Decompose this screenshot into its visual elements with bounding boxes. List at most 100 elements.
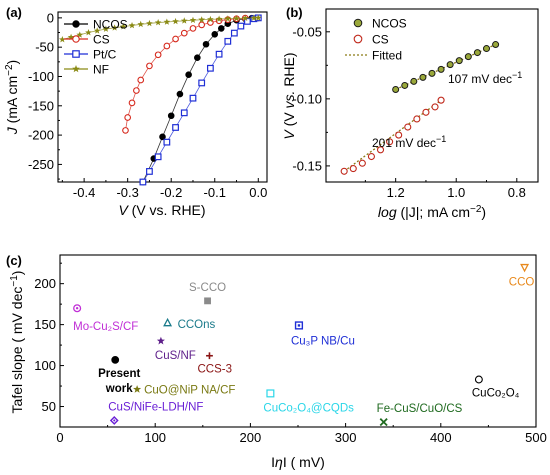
legend-marker-nf [72,65,80,73]
series-nf-point [207,15,214,23]
series-pt-c-point [189,94,197,102]
series-ncos-point [392,85,400,93]
series-cs-point [376,146,385,154]
series-nf-point [233,14,240,22]
series-cs-point [122,127,129,134]
series-pt-c-point [244,17,251,25]
series-ncos-point [446,61,454,69]
panel-a-x-tick-label: -0.3 [116,185,138,200]
series-nf-point [59,36,66,43]
point-mo-cu-s-cf [73,304,82,313]
panel-b-legend: NCOS CS Fitted [345,17,407,63]
panel-b-xlabel-unit: (|J|; mA cm [397,204,470,220]
panel-b-annotation-ncos-sup: −1 [512,70,522,80]
panel-b-annotation-cs-text: 201 mV dec [372,136,436,150]
series-ncos-point [437,65,445,73]
legend-marker-ncos [72,20,80,28]
panel-a-plot-area [57,11,268,183]
series-nf-point [102,25,110,32]
series-nf-point [93,27,101,34]
series-cs-point [163,42,171,50]
panel-b-x-tick-label: 1.0 [447,185,465,200]
legend-label-nf: NF [93,63,109,77]
series-cs-point [172,35,179,43]
series-cs-point [431,103,439,111]
point-cco [520,263,530,273]
legend-label-pt-c: Pt/C [93,48,117,62]
series-ncos-point [202,40,210,48]
panel-b-ylabel-var: V [281,129,297,140]
panel-c-x-tick-label: 500 [525,430,547,445]
series-ncos-point [464,53,472,61]
panel-c-y-tick-label: 100 [34,358,56,373]
panel-b-x-tick-label: 1.2 [387,185,405,200]
panel-a-y-tick-label: 0 [47,10,54,25]
point-cus-nf [156,336,165,345]
panel-c-xlabel-eta: η [275,454,283,470]
panel-c-y-tick-label: 200 [34,276,56,291]
series-pt-c-point [163,138,171,146]
series-nf-point [254,14,262,21]
panel-c-label: (c) [6,253,22,268]
panel-b-xlabel-sup: −2 [470,204,482,215]
panel-c-ylabel-end: ) [9,271,25,276]
series-cs-point [137,76,145,84]
panel-b: (b) 1.2 1.0 0.8-0.05-0.10-0.15 107 mV dec−… [281,5,539,220]
panel-c-x-tick-label: 200 [240,430,262,445]
point-cu-p-nb-cu-label: Cu₃P NB/Cu [291,335,355,347]
series-nf-point [111,24,118,31]
panel-b-xlabel-end: ) [481,204,486,220]
point-cuco-o-cqds-label: CuCo₂O₄@CQDs [263,402,354,414]
point-ccons [163,317,173,327]
point-fe-cus-cuo-cs-label: Fe-CuS/CuO/CS [377,403,463,415]
panel-a-ylabel-unit: (mA cm [4,76,20,127]
point-cuo-nip-na-cf [133,385,142,393]
panel-a: (a) -0.4 -0.3 -0.2 -0.1 0.00-50-100-150-200-… [4,5,268,218]
panel-a-x-tick-label: 0.0 [249,185,267,200]
panel-c-ylabel-pre: Tafel slope ( mV dec [9,287,25,414]
point-cuco-o-label: CuCo₂O₄ [472,387,520,399]
legend-label-cs: CS [93,33,110,47]
series-cs-line [125,17,259,131]
series-cs [122,14,262,134]
panel-b-x-tick-label: 0.8 [508,185,526,200]
panel-c-x-tick-label: 100 [144,430,166,445]
panel-a-series [59,14,262,186]
panel-b-plot-area [325,8,539,183]
panel-a-ylabel-end: ) [4,60,20,65]
series-ncos-point [194,54,201,62]
series-nf-point [163,18,171,25]
panel-a-x-tick-label: -0.2 [160,185,182,200]
panel-b-y-tick-label: -0.05 [292,24,322,39]
series-pt-c-point [198,79,206,87]
panel-a-label: (a) [6,5,22,20]
panel-b-annotation-ncos: 107 mV dec−1 [448,70,522,86]
panel-b-annotation-ncos-text: 107 mV dec [448,72,512,86]
series-ncos-point [410,77,418,85]
legend-marker-cs [353,34,363,44]
panel-b-y-axis-label: V (V vs. RHE) [281,52,297,139]
series-cs-point [198,21,206,29]
panel-c-xlabel-bar: I [271,454,275,470]
series-cs-point [154,51,162,59]
series-pt-c-point [206,64,214,72]
series-ncos-point [455,57,463,65]
series-cs-point [146,62,153,70]
series-nf-point [172,17,179,25]
series-cs-point [386,138,394,146]
point-ccs-3-label: CCS-3 [197,364,232,376]
series-ncos-point [185,71,192,79]
point-present-work-label: Present work [98,368,140,395]
panel-b-ylabel-vs: vs. [281,91,297,109]
series-pt-c-point [172,124,179,131]
panel-b-ticks: 1.2 1.0 0.8 -0.05 -0.10 -0.15 [292,24,525,200]
series-nf-point [154,19,162,26]
series-ncos-point [217,25,225,32]
panel-b-ylabel-end: RHE) [281,52,297,90]
panel-a-ylabel-var: J [4,126,20,135]
series-pt-c-point [230,29,238,37]
panel-c-x-tick-label: 400 [430,430,452,445]
series-cs-point [180,29,188,37]
